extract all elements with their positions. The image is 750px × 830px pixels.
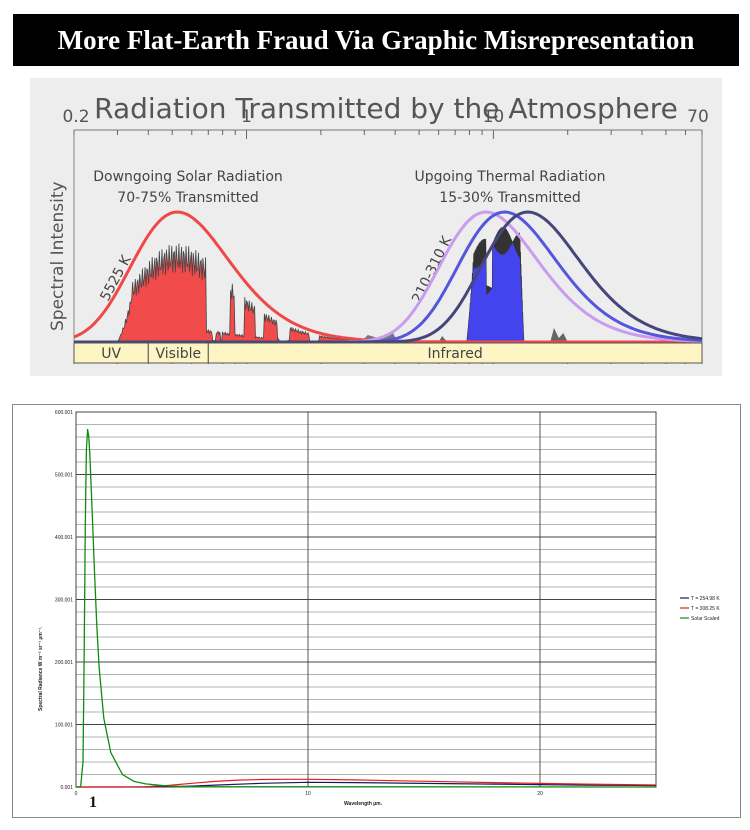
- y-tick-label: 200.001: [55, 660, 73, 666]
- y-tick-label: 600.001: [55, 410, 73, 416]
- annotation-one: 1: [89, 794, 97, 811]
- series-line-solar-scaled: [76, 428, 657, 788]
- y-tick-label: 500.001: [55, 473, 73, 479]
- thermal-heading: Upgoing Thermal Radiation: [415, 169, 606, 185]
- atmosphere-transmission-chart: Radiation Transmitted by the Atmosphere …: [30, 78, 722, 376]
- thermal-curve-label: 210-310 K: [409, 233, 455, 306]
- legend-label: Solar Scaled: [691, 616, 720, 622]
- thermal-210k-curve: [74, 210, 703, 344]
- solar-percent: 70-75% Transmitted: [117, 190, 258, 206]
- band-label-infrared: Infrared: [428, 346, 483, 362]
- top-chart-marks: 0.2 1 10 70 UV Visible Infrared: [62, 107, 709, 364]
- band-infrared: [207, 342, 703, 364]
- bottom-y-label: Spectral Radiance W m⁻² sr⁻¹ µm⁻¹.: [38, 626, 44, 711]
- y-tick-label: 300.001: [55, 598, 73, 604]
- bottom-chart-marks: 0.001 100.001 200.001 300.001 400.001 500.001…: [55, 410, 720, 797]
- y-tick-label: 400.001: [55, 535, 73, 541]
- x-tick-label: 0: [75, 791, 78, 797]
- title-banner: More Flat-Earth Fraud Via Graphic Misrep…: [13, 14, 739, 66]
- top-y-label: Spectral Intensity: [48, 181, 68, 331]
- residual-window: [550, 328, 568, 342]
- x-tick-label: 20: [537, 791, 543, 797]
- band-label-uv: UV: [101, 346, 121, 362]
- banner-title: More Flat-Earth Fraud Via Graphic Misrep…: [57, 25, 695, 55]
- top-x-tick-label: 70: [687, 107, 709, 127]
- top-x-tick-label: 0.2: [62, 107, 89, 127]
- legend-label: T = 308.25 K: [691, 606, 720, 612]
- top-x-tick-label: 1: [241, 107, 252, 127]
- top-x-tick-label: 10: [483, 107, 505, 127]
- top-chart-title: Radiation Transmitted by the Atmosphere: [94, 92, 678, 125]
- thermal-percent: 15-30% Transmitted: [439, 190, 580, 206]
- transmitted-solar-area: [117, 243, 350, 343]
- transmitted-thermal-area: [466, 227, 525, 343]
- y-tick-label: 100.001: [55, 723, 73, 729]
- solar-heading: Downgoing Solar Radiation: [93, 169, 283, 185]
- series-line-t-254-98-k: [76, 781, 657, 788]
- solar-curve-label: 5525 K: [97, 252, 135, 304]
- y-tick-label: 0.001: [60, 785, 73, 791]
- legend-label: T = 254.98 K: [691, 596, 720, 602]
- bottom-x-label: Wavelength µm.: [344, 801, 383, 807]
- band-label-visible: Visible: [155, 346, 201, 362]
- spectral-radiance-chart: Spectral Radiance W m⁻² sr⁻¹ µm⁻¹. Wavel…: [12, 404, 741, 818]
- x-tick-label: 10: [305, 791, 311, 797]
- atmosphere-chart-svg: Radiation Transmitted by the Atmosphere …: [48, 92, 709, 364]
- radiance-chart-svg: Spectral Radiance W m⁻² sr⁻¹ µm⁻¹. Wavel…: [38, 410, 720, 811]
